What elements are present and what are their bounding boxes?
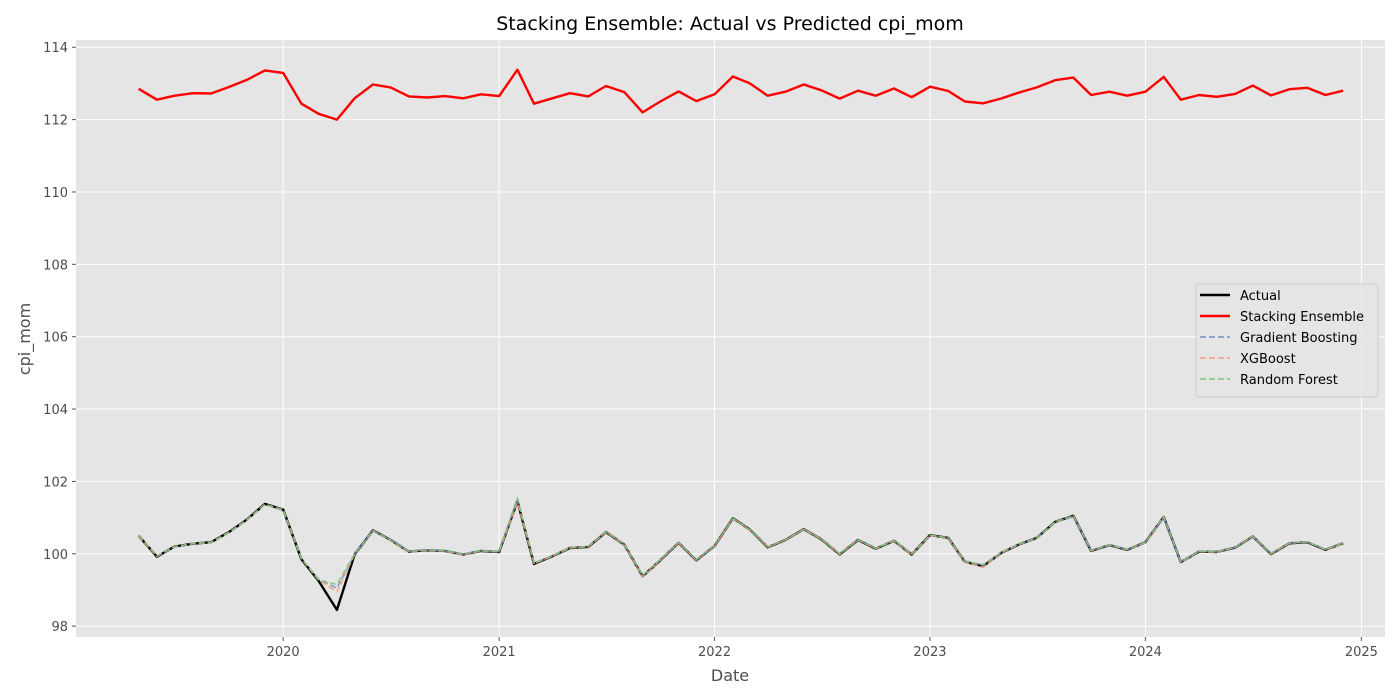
y-tick-label: 114: [43, 41, 68, 56]
axis-ticks: 98 100 102 104 106 108 110 112 114 2020 2021 2022 20…: [43, 41, 1378, 660]
legend-label: Random Forest: [1240, 373, 1338, 388]
series-line-random-forest: [138, 496, 1344, 586]
y-tick-label: 106: [43, 331, 68, 346]
x-tick-label: 2021: [483, 645, 516, 660]
y-tick-label: 112: [43, 114, 68, 129]
x-tick-label: 2020: [267, 645, 300, 660]
grid-lines: [76, 40, 1385, 637]
plot-background: [76, 40, 1385, 637]
chart-title: Stacking Ensemble: Actual vs Predicted c…: [496, 13, 964, 35]
legend-box: [1195, 283, 1379, 398]
series-lines: [137, 68, 1344, 612]
x-tick-label: 2024: [1129, 645, 1162, 660]
legend-label: Stacking Ensemble: [1240, 310, 1364, 325]
y-tick-label: 110: [43, 186, 68, 201]
y-tick-label: 100: [43, 548, 68, 563]
x-axis-label: Date: [711, 666, 749, 685]
y-axis-label: cpi_mom: [15, 303, 35, 375]
legend-label: Actual: [1240, 289, 1281, 304]
x-tick-label: 2022: [698, 645, 731, 660]
legend: Actual Stacking Ensemble Gradient Boosting…: [1195, 283, 1379, 398]
y-tick-label: 102: [43, 475, 68, 490]
y-tick-label: 98: [51, 620, 68, 635]
series-line-stacking-ensemble: [137, 68, 1344, 121]
legend-label: XGBoost: [1240, 352, 1296, 367]
legend-label: Gradient Boosting: [1240, 331, 1358, 346]
y-tick-label: 104: [43, 403, 68, 418]
y-tick-label: 108: [43, 258, 68, 273]
x-tick-label: 2023: [913, 645, 946, 660]
x-tick-label: 2025: [1345, 645, 1378, 660]
